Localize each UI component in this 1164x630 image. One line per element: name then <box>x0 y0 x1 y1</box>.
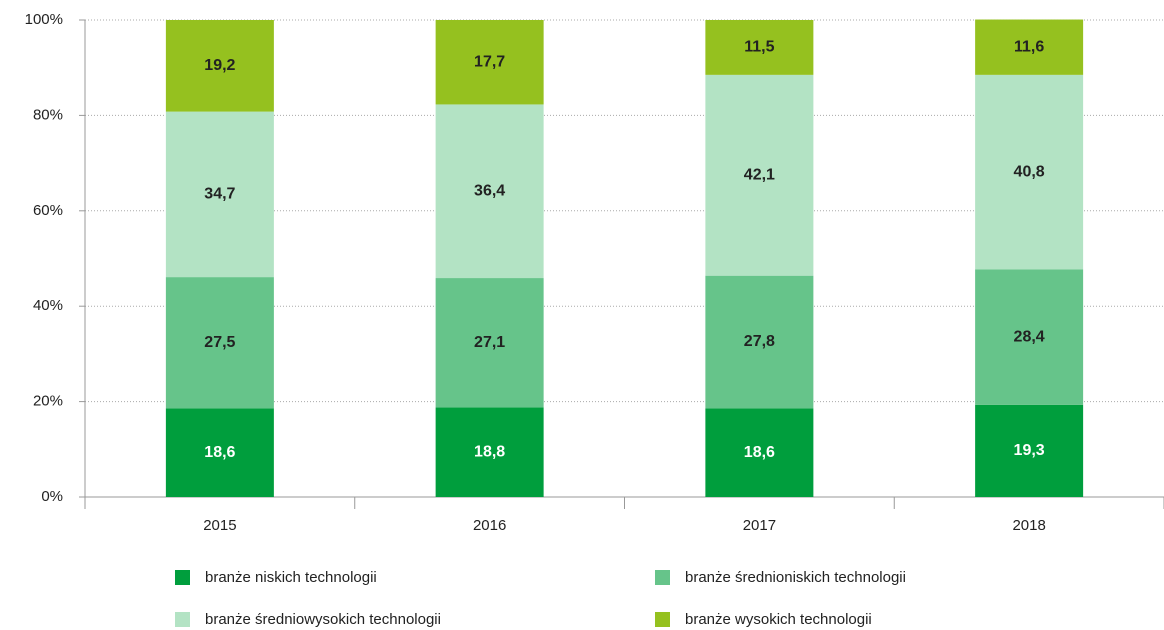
bar-segment <box>435 20 544 105</box>
value-label: 40,8 <box>1014 163 1045 180</box>
legend-label: branże wysokich technologii <box>685 611 872 628</box>
value-label: 36,4 <box>474 182 505 199</box>
y-tick-label: 0% <box>41 488 63 505</box>
bar-segment <box>435 407 544 497</box>
y-tick-label: 20% <box>33 393 63 410</box>
bar-segment <box>705 74 814 276</box>
value-label: 19,2 <box>204 57 235 74</box>
value-label: 18,6 <box>744 444 775 461</box>
bar-segment <box>975 74 1084 270</box>
x-tick-label: 2017 <box>743 517 776 534</box>
bar-segment <box>975 269 1084 405</box>
legend-label: branże średniowysokich technologii <box>205 611 441 628</box>
y-tick-label: 80% <box>33 106 63 123</box>
value-label: 11,5 <box>744 39 774 56</box>
x-tick-label: 2016 <box>473 517 506 534</box>
bar-segment <box>165 20 274 112</box>
bar-segment <box>165 111 274 278</box>
x-tick-label: 2018 <box>1012 517 1045 534</box>
bar-segment <box>975 404 1084 497</box>
value-label: 11,6 <box>1014 38 1044 55</box>
legend-swatch <box>655 570 670 585</box>
y-tick-label: 100% <box>25 11 63 28</box>
x-tick-label: 2015 <box>203 517 236 534</box>
value-label: 27,5 <box>204 334 235 351</box>
bar-segment <box>435 104 544 279</box>
legend-swatch <box>175 612 190 627</box>
value-label: 42,1 <box>744 166 775 183</box>
value-label: 18,6 <box>204 444 235 461</box>
y-tick-label: 40% <box>33 297 63 314</box>
value-label: 17,7 <box>474 53 505 70</box>
value-label: 18,8 <box>474 443 505 460</box>
legend-swatch <box>175 570 190 585</box>
value-label: 27,8 <box>744 333 775 350</box>
bar-segment <box>435 278 544 408</box>
bar-segment <box>165 408 274 497</box>
legend-swatch <box>655 612 670 627</box>
bar-segment <box>165 277 274 409</box>
value-label: 27,1 <box>474 334 505 351</box>
value-label: 28,4 <box>1014 328 1045 345</box>
bar-segment <box>705 20 814 75</box>
legend-label: branże niskich technologii <box>205 569 377 586</box>
bar-segment <box>705 408 814 497</box>
bar-segment <box>975 19 1084 75</box>
value-label: 19,3 <box>1014 442 1045 459</box>
y-tick-label: 60% <box>33 202 63 219</box>
bar-segment <box>705 275 814 409</box>
legend-label: branże średnioniskich technologii <box>685 569 906 586</box>
value-label: 34,7 <box>204 186 235 203</box>
